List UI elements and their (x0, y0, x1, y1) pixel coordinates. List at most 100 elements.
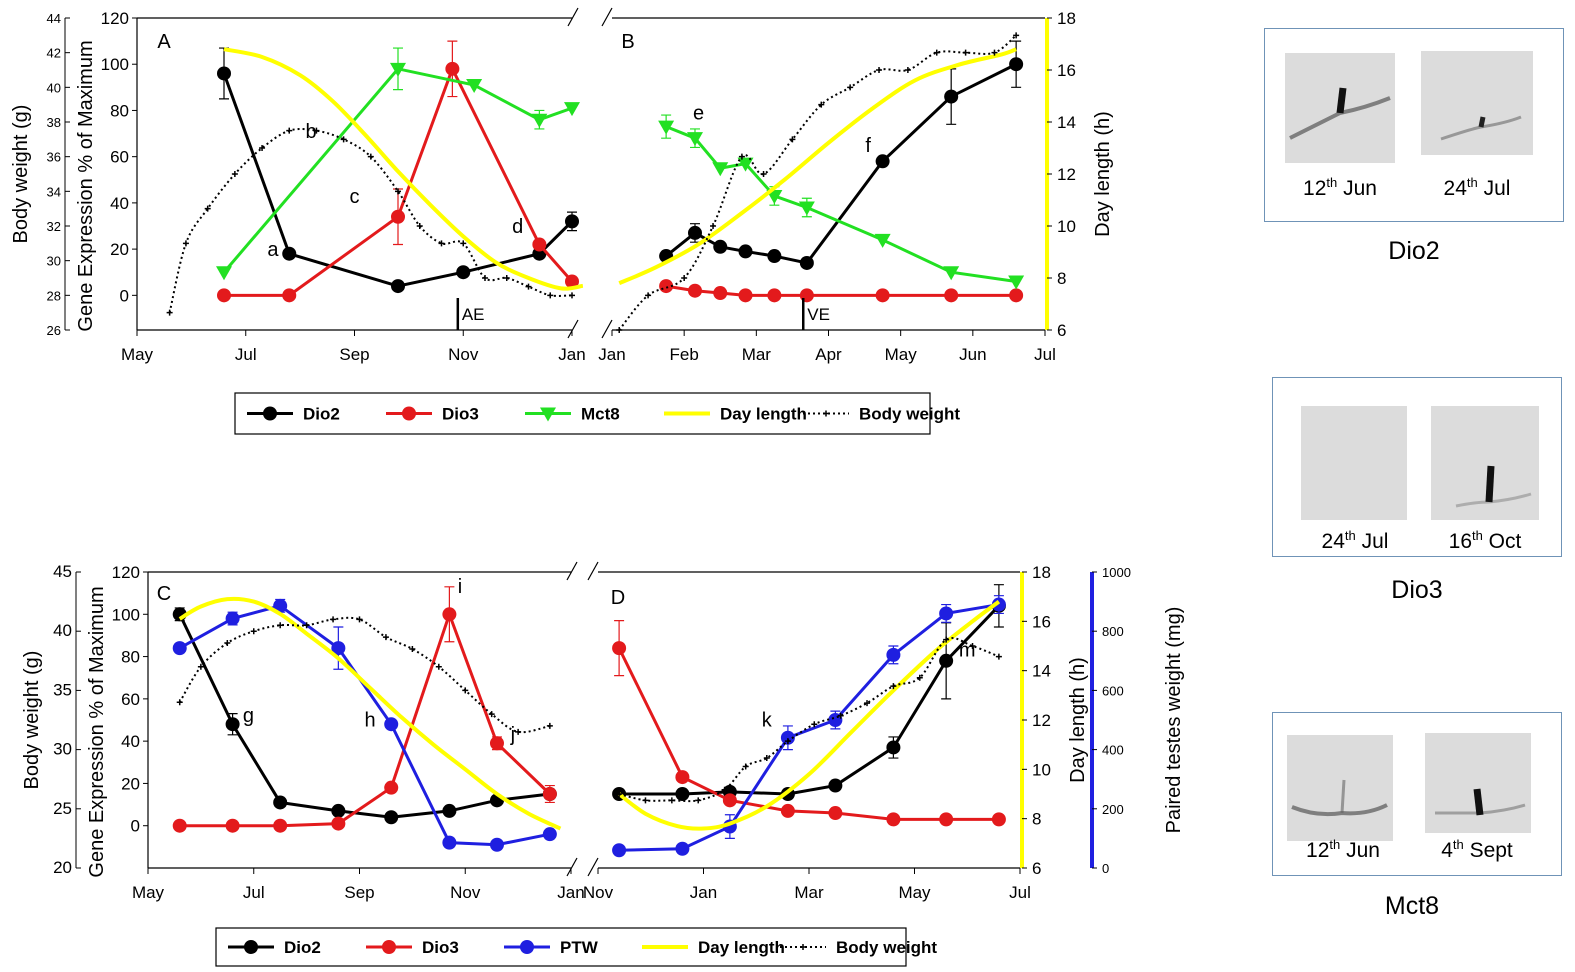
panel-b-bodyweight-point (710, 223, 717, 229)
panel-d-testes-tick-label: 400 (1102, 743, 1124, 758)
legend-bottom-marker-dio3 (382, 940, 396, 954)
panel-b-daylength-tick-label: 16 (1057, 61, 1076, 80)
panel-label-c: C (157, 583, 171, 605)
panel-c-y-tick-label: 120 (112, 563, 140, 582)
legend-top-label-dio3: Dio3 (442, 405, 479, 424)
panel-b-x-tick-label: Mar (742, 345, 772, 364)
panel-d-testes-tick-label: 800 (1102, 624, 1124, 639)
blot-label-dio3-right: 16th Oct (1448, 528, 1522, 553)
panel-c-dio3-point (384, 780, 399, 795)
panel-d-daylength-tick-label: 12 (1032, 711, 1051, 730)
panel-c-bodyweight-point (224, 640, 231, 647)
panel-b-mct8-point (943, 266, 960, 281)
blot-title-mct8: Mct8 (1384, 892, 1440, 920)
panel-a-x-tick-label: May (121, 345, 154, 364)
panel-d-bodyweight-point (742, 763, 749, 770)
panel-a-bw-tick-label: 32 (47, 219, 61, 234)
panel-d-ptw-point (780, 730, 795, 745)
panel-c-bodyweight-point (409, 645, 416, 652)
panel-a-y-tick-label: 0 (120, 286, 129, 305)
panel-a-bodyweight-point (503, 275, 510, 281)
panel-c-dio3-point (331, 816, 346, 831)
panel-a-bodyweight-point (340, 136, 347, 143)
panel-d-x-tick-label: Jul (1009, 883, 1031, 902)
panel-b-dio2-point (944, 89, 959, 104)
panel-b-x-tick-label: Jan (598, 345, 625, 364)
panel-d-dio3-point (675, 770, 690, 785)
panel-a-break-mark (567, 7, 579, 27)
panel-d-daylength-tick-label: 14 (1032, 662, 1051, 681)
panel-a-annotation: b (305, 121, 316, 143)
panel-c-bodyweight-point (250, 628, 257, 635)
panel-a-bodyweight-point (460, 240, 467, 247)
panel-b-bodyweight-point (616, 327, 623, 333)
panel-d-ptw-point (612, 843, 627, 858)
panel-a-dio2-point (282, 246, 297, 261)
panel-b-break-mark (601, 319, 613, 339)
blot-label-mct8-right: 4th Sept (1441, 837, 1513, 862)
blot-image-mct8-right (1425, 733, 1531, 833)
panel-d-daylength-tick-label: 10 (1032, 760, 1051, 779)
panel-d-bodyweight-point (763, 755, 770, 762)
panel-b-annotation: f (865, 135, 871, 157)
panel-a-bodyweight-point (313, 127, 320, 134)
panel-b-bodyweight-point (1013, 32, 1020, 39)
panel-b-bodyweight-point (681, 275, 688, 281)
panel-a-dio3-line (224, 65, 574, 297)
panel-a-mct8-point (216, 266, 232, 281)
panel-c-y-label: Gene Expression % of Maximum (86, 586, 108, 877)
panel-c-annotation: i (458, 576, 462, 598)
panel-c-y-tick-label: 20 (121, 774, 140, 793)
panel-d-bodyweight-point (811, 721, 818, 728)
panel-b-annotation: e (693, 103, 704, 125)
panel-c-y-tick-label: 100 (112, 605, 140, 624)
panel-d-bodyweight-point (864, 700, 871, 707)
blot-label-dio3-left: 24th Jul (1321, 528, 1389, 553)
panel-d-bodyweight-point (943, 636, 950, 643)
panel-a-y-tick-label: 20 (110, 240, 129, 259)
panel-a-bodyweight-point (569, 292, 575, 299)
legend-bottom-label-dio3: Dio3 (422, 938, 459, 957)
panel-b-dio3-point (875, 288, 890, 303)
panel-b-x-tick-label: May (885, 345, 918, 364)
panel-d-dio3-point (722, 793, 737, 808)
panel-d-bodyweight-point (837, 712, 844, 719)
legend-bottom-marker-dio2 (244, 940, 258, 954)
panel-a-bodyweight-point (525, 283, 532, 290)
panel-d-dio3-line (617, 647, 999, 821)
panel-a-bodyweight-point (286, 127, 293, 134)
panel-b-x-tick-label: Jun (959, 345, 986, 364)
panel-c-dio3-point (172, 818, 187, 833)
panel-a-dio3-point (217, 288, 231, 303)
legend-top-marker-dio3 (402, 406, 416, 421)
panel-c-daylength-line (178, 596, 562, 831)
panel-b-bodyweight-point (962, 49, 969, 56)
panel-c-dio2-point (273, 795, 288, 810)
panel-b-bodyweight-line (618, 34, 1017, 331)
panel-a-x-tick-label: Jul (235, 345, 257, 364)
panel-d-x-tick-label: Mar (794, 883, 824, 902)
panel-a-mct8-point (531, 113, 548, 128)
panel-c-ptw-point (172, 641, 187, 656)
panel-c-bodyweight-point (330, 616, 337, 623)
panel-a-bw-label: Body weight (g) (10, 105, 32, 244)
blot-title-dio3: Dio3 (1391, 576, 1443, 604)
panel-d-dio3-point (886, 812, 901, 827)
panel-a-bodyweight-point (482, 275, 488, 281)
panel-b-dio2-point (875, 154, 890, 169)
panel-d-bodyweight-point (695, 797, 702, 804)
panel-b-daylength-line (618, 47, 1017, 286)
panel-b-dio3-point (944, 288, 959, 303)
legend-bottom-marker-body_weight (800, 944, 806, 950)
panel-c-ptw-point (273, 598, 288, 613)
panel-a-bw-tick-label: 38 (47, 115, 61, 130)
panel-b-mct8-point (686, 132, 703, 147)
panel-b-dio2-point (799, 255, 814, 270)
panel-a-y-tick-label: 120 (101, 9, 129, 28)
panel-d-ptw-point (886, 647, 901, 662)
panel-c-bodyweight-point (277, 622, 284, 629)
panel-a-bodyweight-point (182, 240, 189, 247)
blot-panel-mct8: 12th Jun 4th Sept (1272, 712, 1562, 876)
panel-d-dio2-point (939, 653, 954, 668)
